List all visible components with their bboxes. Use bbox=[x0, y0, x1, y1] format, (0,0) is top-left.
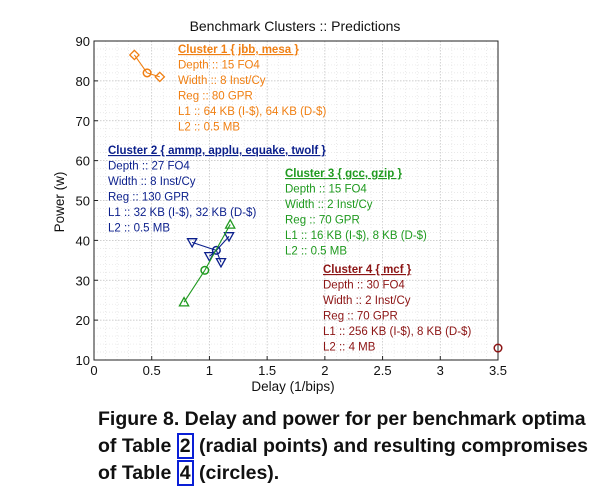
caption-text-3: (circles). bbox=[193, 462, 280, 484]
cluster-detail: Depth :: 15 FO4 bbox=[285, 184, 367, 196]
chart-title: Benchmark Clusters :: Predictions bbox=[190, 18, 401, 34]
data-point-triangle-up bbox=[224, 218, 236, 229]
cluster-heading: Cluster 1 { jbb, mesa } bbox=[178, 44, 299, 56]
x-tick-label: 2 bbox=[321, 363, 328, 378]
y-tick-label: 80 bbox=[76, 74, 90, 89]
cluster-detail: L1 :: 64 KB (I-$), 64 KB (D-$) bbox=[178, 106, 326, 118]
radial-line bbox=[146, 72, 160, 78]
y-tick-label: 70 bbox=[76, 114, 90, 129]
x-tick-label: 3 bbox=[437, 363, 444, 378]
cluster-labels: Cluster 1 { jbb, mesa }Depth :: 15 FO4Wi… bbox=[108, 44, 471, 354]
x-tick-label: 0.5 bbox=[143, 363, 161, 378]
chart: 0 0.5 1 1.5 2 2.5 3 3.5 10 20 30 40 50 60 70 80 90 Clust… bbox=[52, 18, 508, 394]
data-point-diamond bbox=[154, 71, 166, 83]
cluster-detail: L2 :: 4 MB bbox=[323, 342, 376, 354]
cluster-3-label: Cluster 3 { gcc, gzip }Depth :: 15 FO4Wi… bbox=[285, 168, 427, 258]
table-ref-link-2[interactable]: 2 bbox=[176, 433, 194, 459]
x-axis-label: Delay (1/bips) bbox=[251, 379, 334, 394]
x-tick-label: 2.5 bbox=[374, 363, 392, 378]
data-point-triangle-down bbox=[215, 257, 227, 269]
cluster-detail: Width :: 8 Inst/Cy bbox=[108, 176, 196, 188]
figure-caption: Figure 8. Delay and power for per benchm… bbox=[98, 406, 588, 487]
y-tick-label: 50 bbox=[76, 194, 90, 209]
cluster-detail: L2 :: 0.5 MB bbox=[108, 223, 170, 235]
y-tick-label: 40 bbox=[76, 233, 90, 248]
cluster-heading: Cluster 2 { ammp, applu, equake, twolf } bbox=[108, 145, 326, 157]
y-tick-label: 30 bbox=[76, 273, 90, 288]
cluster-4-marks bbox=[493, 343, 503, 353]
x-tick-label: 1 bbox=[206, 363, 213, 378]
y-tick-label: 60 bbox=[76, 154, 90, 169]
cluster-detail: L1 :: 16 KB (I-$), 8 KB (D-$) bbox=[285, 230, 427, 242]
cluster-detail: Reg :: 80 GPR bbox=[178, 91, 253, 103]
cluster-detail: Reg :: 70 GPR bbox=[285, 215, 360, 227]
x-tick-label: 1.5 bbox=[258, 363, 276, 378]
cluster-detail: Width :: 2 Inst/Cy bbox=[323, 295, 411, 307]
cluster-heading: Cluster 4 { mcf } bbox=[323, 264, 412, 276]
data-point-triangle-down bbox=[223, 232, 235, 243]
cluster-detail: Depth :: 30 FO4 bbox=[323, 280, 405, 292]
cluster-detail: Depth :: 27 FO4 bbox=[108, 161, 190, 173]
radial-line bbox=[204, 224, 231, 271]
y-tick-label: 20 bbox=[76, 313, 90, 328]
cluster-detail: Reg :: 130 GPR bbox=[108, 192, 189, 204]
cluster-2-label: Cluster 2 { ammp, applu, equake, twolf }… bbox=[108, 145, 326, 235]
compromise-circle bbox=[493, 343, 503, 353]
data-marks bbox=[128, 49, 503, 353]
cluster-detail: L2 :: 0.5 MB bbox=[178, 122, 240, 134]
cluster-detail: L2 :: 0.5 MB bbox=[285, 246, 347, 258]
caption-text-1: Figure 8. Delay and power for per benchm… bbox=[98, 408, 586, 457]
axes bbox=[93, 40, 499, 361]
data-point-triangle-down bbox=[186, 238, 198, 249]
data-point-triangle-up bbox=[178, 296, 190, 307]
radial-line bbox=[183, 269, 206, 303]
cluster-detail: L1 :: 32 KB (I-$), 32 KB (D-$) bbox=[108, 207, 256, 219]
cluster-2-marks bbox=[186, 232, 235, 269]
cluster-1-label: Cluster 1 { jbb, mesa }Depth :: 15 FO4Wi… bbox=[178, 44, 326, 134]
cluster-1-marks bbox=[128, 49, 166, 83]
x-tick-label: 3.5 bbox=[489, 363, 507, 378]
cluster-detail: Width :: 2 Inst/Cy bbox=[285, 199, 373, 211]
cluster-3-marks bbox=[178, 218, 236, 307]
data-point-diamond bbox=[128, 49, 140, 61]
y-tick-label: 90 bbox=[76, 34, 90, 49]
compromise-circle bbox=[142, 68, 152, 78]
table-ref-link-4[interactable]: 4 bbox=[176, 460, 194, 486]
y-tick-label: 10 bbox=[76, 353, 90, 368]
caption-text-2: (radial points) and resulting compromise… bbox=[98, 435, 588, 484]
cluster-detail: L1 :: 256 KB (I-$), 8 KB (D-$) bbox=[323, 326, 471, 338]
cluster-detail: Width :: 8 Inst/Cy bbox=[178, 75, 266, 87]
radial-line bbox=[215, 250, 222, 263]
x-tick-label: 0 bbox=[90, 363, 97, 378]
compromise-circle bbox=[200, 265, 210, 275]
y-axis-label: Power (w) bbox=[52, 172, 67, 233]
cluster-heading: Cluster 3 { gcc, gzip } bbox=[285, 168, 402, 180]
compromise-circle bbox=[211, 245, 221, 255]
tick-labels: 0 0.5 1 1.5 2 2.5 3 3.5 10 20 30 40 50 60 70 80 90 bbox=[76, 34, 508, 378]
cluster-detail: Reg :: 70 GPR bbox=[323, 311, 398, 323]
radial-line bbox=[215, 236, 230, 251]
cluster-detail: Depth :: 15 FO4 bbox=[178, 60, 260, 72]
